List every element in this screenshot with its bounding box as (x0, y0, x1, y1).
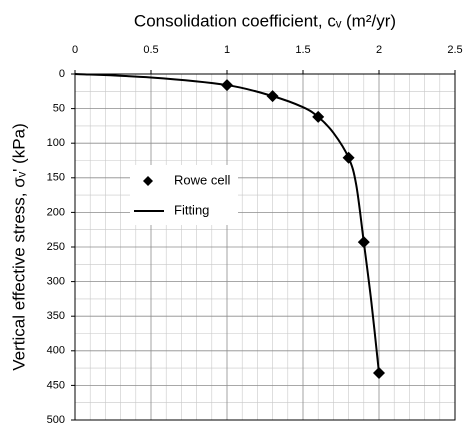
x-tick-label: 1.5 (295, 44, 310, 56)
x-tick-label: 0 (72, 44, 78, 56)
y-tick-label: 400 (47, 345, 65, 357)
data-point (221, 79, 233, 92)
legend-marker (143, 176, 153, 186)
y-tick-label: 0 (59, 68, 65, 80)
x-tick-label: 0.5 (143, 44, 158, 56)
legend-box (130, 165, 238, 225)
data-point (373, 366, 385, 379)
grid (71, 70, 456, 421)
fit-line (74, 73, 380, 374)
legend-label: Rowe cell (174, 172, 230, 187)
y-tick-label: 500 (47, 414, 65, 426)
marks (74, 73, 385, 379)
data-point (357, 236, 370, 249)
x-tick-label: 2.5 (447, 44, 462, 56)
data-point (266, 90, 279, 103)
y-tick-label: 200 (47, 206, 65, 218)
x-tick-label: 2 (376, 44, 382, 56)
data-point (312, 110, 325, 123)
y-axis-title: Vertical effective stress, σᵥ' (kPa) (9, 123, 28, 371)
y-tick-label: 350 (47, 310, 65, 322)
y-tick-label: 250 (47, 241, 65, 253)
y-tick-label: 150 (47, 172, 65, 184)
plot-border (74, 73, 456, 421)
y-tick-label: 450 (47, 379, 65, 391)
x-axis-title: Consolidation coefficient, cᵥ (m²/yr) (134, 11, 396, 30)
data-point (342, 151, 355, 164)
y-tick-label: 50 (53, 103, 65, 115)
x-tick-label: 1 (224, 44, 230, 56)
legend-label: Fitting (174, 202, 209, 217)
y-tick-label: 100 (47, 137, 65, 149)
y-tick-label: 300 (47, 276, 65, 288)
